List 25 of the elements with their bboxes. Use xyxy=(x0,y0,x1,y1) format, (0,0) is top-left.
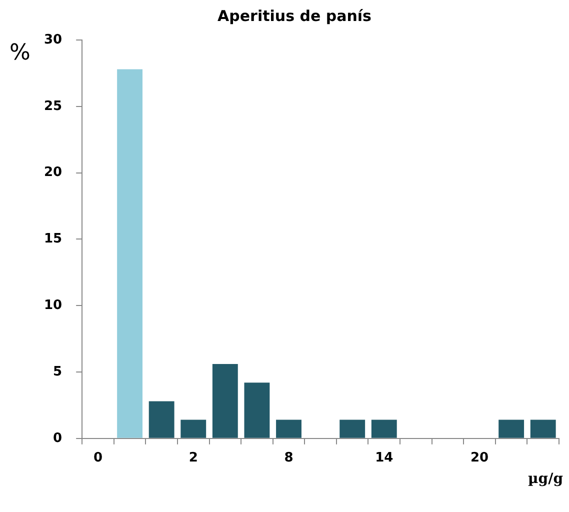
x-tick-label: 8 xyxy=(284,450,294,466)
x-tick-label: 2 xyxy=(188,450,198,466)
bar xyxy=(371,420,397,438)
y-tick-label: 25 xyxy=(44,98,62,114)
bar xyxy=(530,420,556,438)
x-tick-label: 20 xyxy=(470,450,489,466)
bar xyxy=(212,364,238,438)
bar xyxy=(340,420,366,438)
chart-title: Aperitius de panís xyxy=(218,6,372,25)
y-tick-label: 0 xyxy=(53,430,62,446)
bar xyxy=(498,420,524,438)
y-axis-title: % xyxy=(10,40,30,66)
y-tick-label: 10 xyxy=(44,298,62,313)
y-tick-label: 30 xyxy=(44,32,62,48)
y-tick-label: 5 xyxy=(53,364,62,380)
bar xyxy=(148,401,174,438)
y-tick-label: 15 xyxy=(44,232,62,247)
bar xyxy=(180,420,206,438)
x-tick-label: 0 xyxy=(93,450,103,466)
y-tick-label: 20 xyxy=(44,165,62,180)
bar xyxy=(276,420,302,438)
x-axis-title: µg/g xyxy=(528,471,564,488)
bar xyxy=(117,69,142,438)
x-tick-label: 14 xyxy=(375,450,394,466)
bar xyxy=(244,382,270,438)
